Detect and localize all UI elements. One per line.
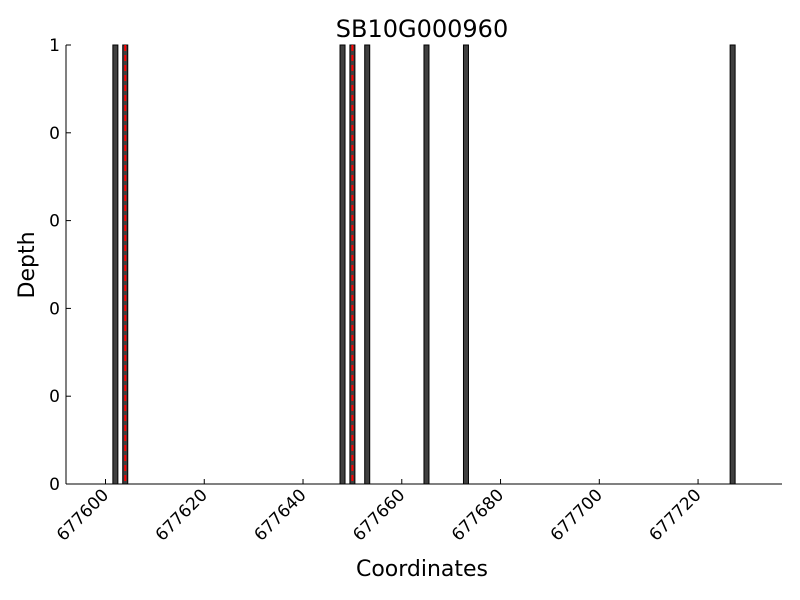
y-tick-label: 0: [49, 475, 60, 495]
bar-5: [424, 45, 429, 484]
x-tick-label: 677640: [251, 485, 311, 545]
y-ticks: 0 0 0 0 0 1: [49, 36, 71, 495]
bar-6: [463, 45, 468, 484]
bar-7: [730, 45, 735, 484]
y-axis-label: Depth: [15, 231, 40, 298]
x-tick-label: 677660: [349, 485, 409, 545]
x-ticks: 677600 677620 677640 677660 677680 677700 6777…: [53, 479, 706, 545]
y-tick-label: 0: [49, 387, 60, 407]
x-tick-label: 677680: [448, 485, 508, 545]
x-tick-label: 677600: [53, 485, 113, 545]
bar-2: [340, 45, 345, 484]
bar-0: [113, 45, 118, 484]
y-tick-label: 1: [49, 36, 60, 56]
bar-4: [365, 45, 370, 484]
x-tick-label: 677720: [646, 485, 706, 545]
y-tick-label: 0: [49, 124, 60, 144]
x-tick-label: 677620: [152, 485, 212, 545]
y-tick-label: 0: [49, 212, 60, 232]
x-tick-label: 677700: [547, 485, 607, 545]
x-axis-label: Coordinates: [356, 557, 488, 582]
highlight-layer: [125, 45, 352, 484]
y-tick-label: 0: [49, 299, 60, 319]
bars-layer: [113, 45, 735, 484]
chart-title: SB10G000960: [336, 15, 508, 43]
